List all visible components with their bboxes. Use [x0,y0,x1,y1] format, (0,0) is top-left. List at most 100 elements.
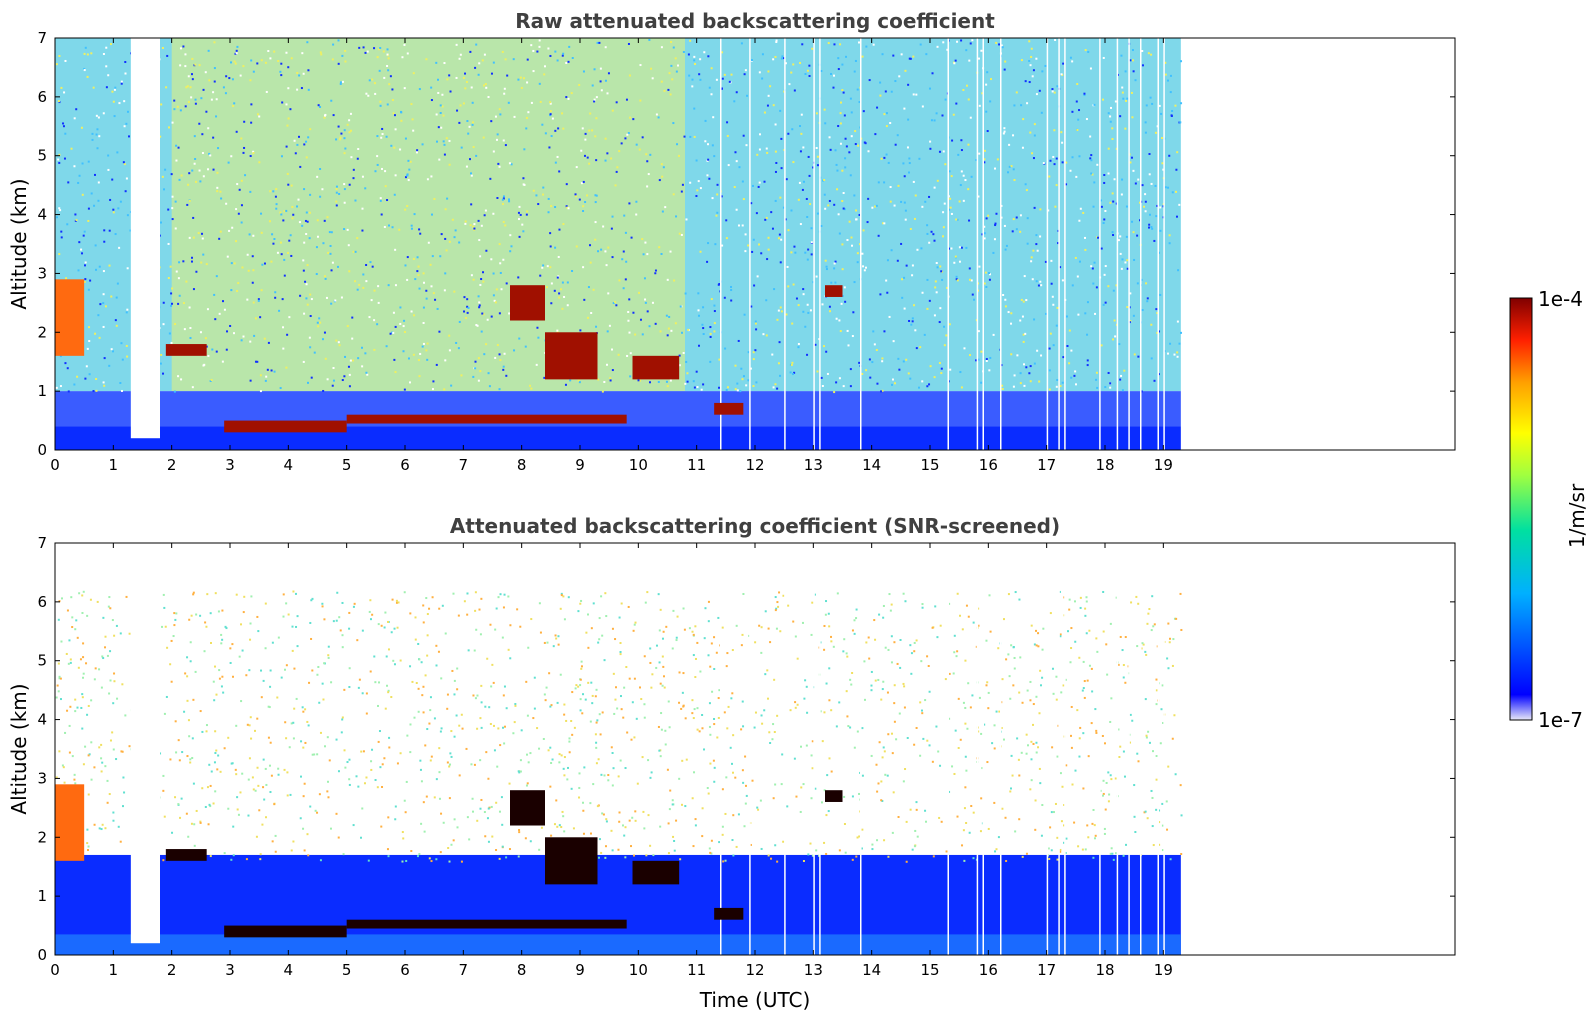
noise-point [891,752,894,755]
noise-point [1019,319,1022,322]
noise-point [502,694,505,697]
noise-point [160,221,163,224]
noise-point [442,114,445,117]
noise-point [285,51,288,54]
noise-point [1164,61,1167,64]
noise-point [285,103,288,106]
noise-point [550,302,553,305]
noise-point [1065,764,1068,767]
noise-point [108,364,111,367]
noise-point [945,334,948,337]
noise-point [60,597,63,600]
noise-point [838,232,841,235]
noise-point [58,161,61,164]
noise-point [85,662,88,665]
noise-point [482,271,485,274]
noise-point [1137,760,1140,763]
noise-point [292,721,295,724]
noise-point [1100,344,1103,347]
noise-point [562,52,565,55]
noise-point [1102,56,1105,59]
noise-point [928,299,931,302]
noise-point [1070,734,1073,737]
noise-point [70,147,73,150]
noise-point [126,214,129,217]
noise-point [306,833,309,836]
noise-point [425,58,428,61]
noise-point [887,855,890,858]
noise-point [537,336,540,339]
noise-point [750,59,753,62]
noise-point [980,49,983,52]
noise-point [370,299,373,302]
noise-point [98,336,101,339]
noise-point [856,88,859,91]
noise-point [678,671,681,674]
noise-point [340,296,343,299]
noise-point [77,181,80,184]
noise-point [949,197,952,200]
noise-point [620,708,623,711]
noise-point [529,384,532,387]
noise-point [186,755,189,758]
noise-point [681,691,684,694]
noise-point [517,78,520,81]
noise-point [984,271,987,274]
noise-point [74,698,77,701]
noise-point [174,618,177,621]
noise-point [453,290,456,293]
noise-point [427,241,430,244]
noise-point [351,316,354,319]
noise-point [1150,226,1153,229]
noise-point [787,285,790,288]
noise-point [1038,712,1041,715]
noise-point [836,169,839,172]
noise-point [990,78,993,81]
noise-point [341,54,344,57]
noise-point [854,143,857,146]
noise-point [250,121,253,124]
noise-point [580,665,583,668]
noise-point [116,151,119,154]
noise-point [1094,708,1097,711]
missing-profile [813,38,815,450]
noise-point [260,289,263,292]
noise-point [177,302,180,305]
noise-point [965,49,968,52]
noise-point [109,679,112,682]
noise-point [102,302,105,305]
noise-point [59,209,62,212]
noise-point [466,120,469,123]
noise-point [259,316,262,319]
noise-point [902,360,905,363]
noise-point [261,263,264,266]
panel-raw-heatmap [55,38,1183,450]
noise-point [499,593,502,596]
noise-point [396,626,399,629]
noise-point [1134,831,1137,834]
noise-point [1040,284,1043,287]
noise-point [119,382,122,385]
noise-point [280,62,283,65]
noise-point [319,51,322,54]
noise-point [890,603,893,606]
noise-point [1107,172,1110,175]
noise-point [367,859,370,862]
noise-point [539,100,542,103]
noise-point [481,312,484,315]
noise-point [1067,630,1070,633]
noise-point [112,350,115,353]
noise-point [199,710,202,713]
noise-point [236,796,239,799]
noise-point [1049,332,1052,335]
noise-point [985,217,988,220]
noise-point [661,655,664,658]
noise-point [74,628,77,631]
noise-point [529,752,532,755]
noise-point [198,169,201,172]
noise-point [1003,68,1006,71]
noise-point [568,740,571,743]
noise-point [696,189,699,192]
noise-point [429,696,432,699]
noise-point [393,358,396,361]
